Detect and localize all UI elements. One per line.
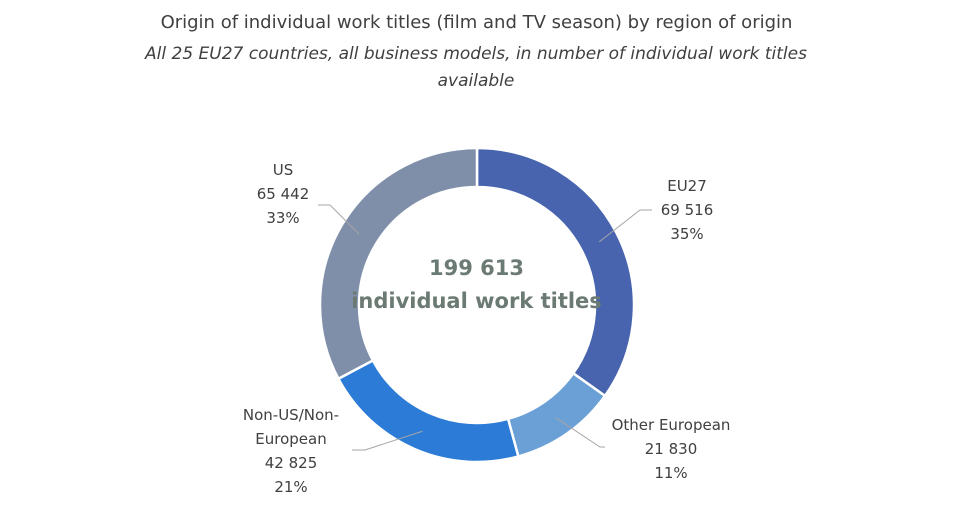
- data-label: Non-US/Non-European 42 825 21%: [234, 403, 349, 499]
- center-total: 199 613: [429, 256, 524, 280]
- center-text: individual work titles: [351, 289, 602, 313]
- data-label: US 65 442 33%: [257, 158, 310, 230]
- leader-line: [598, 209, 652, 243]
- data-label: EU27 69 516 35%: [661, 174, 714, 246]
- value-label: 42 825: [264, 454, 318, 472]
- percent-label: 21%: [274, 478, 308, 496]
- value-label: 65 442: [256, 185, 310, 203]
- category: US: [272, 161, 294, 179]
- percent-label: 35%: [670, 225, 704, 243]
- donut-segment: [506, 371, 607, 459]
- leader-line: [318, 204, 360, 235]
- donut-segment: [336, 358, 520, 464]
- data-label: Other European 21 830 11%: [612, 413, 731, 485]
- leader-line: [555, 417, 605, 448]
- chart-title: Origin of individual work titles (film a…: [160, 12, 793, 33]
- chart-subtitle: All 25 EU27 countries, all business mode…: [145, 44, 807, 91]
- category: Non-US/Non-European: [242, 406, 340, 448]
- donut-segment: [318, 146, 479, 381]
- category: EU27: [667, 177, 707, 195]
- percent-label: 33%: [266, 209, 300, 227]
- value-label: 69 516: [660, 201, 714, 219]
- percent-label: 11%: [654, 464, 688, 482]
- value-label: 21 830: [644, 440, 698, 458]
- leader-line: [352, 430, 423, 451]
- category: Other European: [611, 416, 731, 434]
